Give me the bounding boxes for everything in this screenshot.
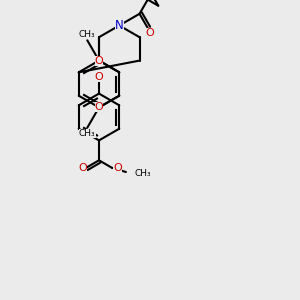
Text: O: O xyxy=(78,164,87,173)
Text: N: N xyxy=(115,19,124,32)
Text: O: O xyxy=(113,163,122,173)
Text: O: O xyxy=(145,28,154,38)
Text: CH₃: CH₃ xyxy=(134,169,151,178)
Text: O: O xyxy=(94,72,103,82)
Text: O: O xyxy=(94,102,103,112)
Text: CH₃: CH₃ xyxy=(79,129,96,138)
Text: CH₃: CH₃ xyxy=(79,30,96,39)
Text: O: O xyxy=(94,56,103,66)
